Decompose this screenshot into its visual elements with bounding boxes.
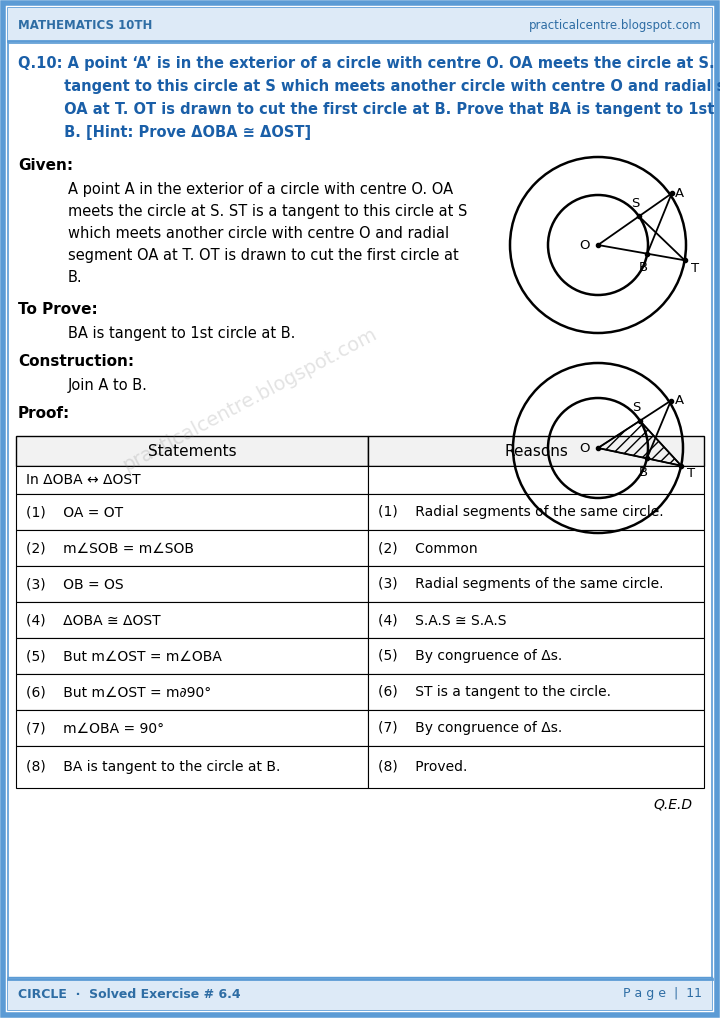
Text: (5)    By congruence of Δs.: (5) By congruence of Δs. [378,649,562,663]
Text: S: S [631,401,640,414]
Text: (6)    ST is a tangent to the circle.: (6) ST is a tangent to the circle. [378,685,611,699]
Text: (2)    m∠SOB = m∠SOB: (2) m∠SOB = m∠SOB [26,541,194,555]
Text: (4)    S.A.S ≅ S.A.S: (4) S.A.S ≅ S.A.S [378,613,506,627]
Text: Q.E.D: Q.E.D [653,797,692,811]
Text: (6)    But m∠OST = m∂90°: (6) But m∠OST = m∂90° [26,685,211,699]
Text: segment OA at T. OT is drawn to cut the first circle at: segment OA at T. OT is drawn to cut the … [68,248,459,263]
FancyBboxPatch shape [3,3,717,1015]
FancyBboxPatch shape [368,436,704,466]
Text: B. [Hint: Prove ΔOBA ≅ ΔOST]: B. [Hint: Prove ΔOBA ≅ ΔOST] [18,125,311,140]
FancyBboxPatch shape [368,494,704,530]
FancyBboxPatch shape [368,602,704,638]
Text: (8)    Proved.: (8) Proved. [378,760,467,774]
Text: (7)    By congruence of Δs.: (7) By congruence of Δs. [378,721,562,735]
Text: Proof:: Proof: [18,406,71,421]
FancyBboxPatch shape [16,710,368,746]
Text: Reasons: Reasons [504,444,568,458]
Text: practicalcentre.blogspot.com: practicalcentre.blogspot.com [120,325,380,475]
Text: B: B [639,262,648,274]
Text: (5)    But m∠OST = m∠OBA: (5) But m∠OST = m∠OBA [26,649,222,663]
FancyBboxPatch shape [16,638,368,674]
Text: A: A [675,394,683,407]
FancyBboxPatch shape [16,674,368,710]
Text: A point A in the exterior of a circle with centre O. OA: A point A in the exterior of a circle wi… [68,182,453,197]
FancyBboxPatch shape [368,566,704,602]
Text: Join A to B.: Join A to B. [68,378,148,393]
Text: (7)    m∠OBA = 90°: (7) m∠OBA = 90° [26,721,164,735]
Text: BA is tangent to 1st circle at B.: BA is tangent to 1st circle at B. [68,326,295,341]
Text: (1)    OA = OT: (1) OA = OT [26,505,123,519]
Text: (1)    Radial segments of the same circle.: (1) Radial segments of the same circle. [378,505,664,519]
Text: S: S [631,196,639,210]
Text: O: O [579,238,589,251]
FancyBboxPatch shape [16,436,368,466]
Text: B.: B. [68,270,83,285]
FancyBboxPatch shape [368,638,704,674]
FancyBboxPatch shape [16,566,368,602]
Text: tangent to this circle at S which meets another circle with centre O and radial : tangent to this circle at S which meets … [18,79,720,94]
Text: meets the circle at S. ST is a tangent to this circle at S: meets the circle at S. ST is a tangent t… [68,204,467,219]
FancyBboxPatch shape [8,979,712,1010]
Text: A: A [675,187,684,200]
Text: CIRCLE  ·  Solved Exercise # 6.4: CIRCLE · Solved Exercise # 6.4 [18,987,240,1001]
Text: MATHEMATICS 10TH: MATHEMATICS 10TH [18,18,153,32]
FancyBboxPatch shape [8,8,712,41]
Text: T: T [687,467,696,480]
FancyBboxPatch shape [368,746,704,788]
Text: Q.10: A point ‘A’ is in the exterior of a circle with centre O. OA meets the cir: Q.10: A point ‘A’ is in the exterior of … [18,56,720,71]
Text: (2)    Common: (2) Common [378,541,477,555]
FancyBboxPatch shape [368,710,704,746]
FancyBboxPatch shape [16,602,368,638]
Text: T: T [690,262,698,275]
Text: O: O [579,442,589,454]
FancyBboxPatch shape [16,530,368,566]
Text: Statements: Statements [148,444,236,458]
FancyBboxPatch shape [368,674,704,710]
Text: (4)    ΔOBA ≅ ΔOST: (4) ΔOBA ≅ ΔOST [26,613,161,627]
Text: (3)    Radial segments of the same circle.: (3) Radial segments of the same circle. [378,577,664,591]
Text: Construction:: Construction: [18,354,134,369]
Text: (8)    BA is tangent to the circle at B.: (8) BA is tangent to the circle at B. [26,760,280,774]
Text: In ΔOBA ↔ ΔOST: In ΔOBA ↔ ΔOST [26,473,140,487]
Text: P a g e  |  11: P a g e | 11 [623,987,702,1001]
Text: OA at T. OT is drawn to cut the first circle at B. Prove that BA is tangent to 1: OA at T. OT is drawn to cut the first ci… [18,102,720,117]
Text: practicalcentre.blogspot.com: practicalcentre.blogspot.com [529,18,702,32]
Text: Given:: Given: [18,158,73,173]
Text: (3)    OB = OS: (3) OB = OS [26,577,124,591]
FancyBboxPatch shape [368,466,704,494]
FancyBboxPatch shape [16,746,368,788]
Text: To Prove:: To Prove: [18,302,98,317]
Text: which meets another circle with centre O and radial: which meets another circle with centre O… [68,226,449,241]
Text: B: B [639,466,647,478]
FancyBboxPatch shape [368,530,704,566]
FancyBboxPatch shape [8,8,712,1010]
FancyBboxPatch shape [16,494,368,530]
FancyBboxPatch shape [16,466,368,494]
